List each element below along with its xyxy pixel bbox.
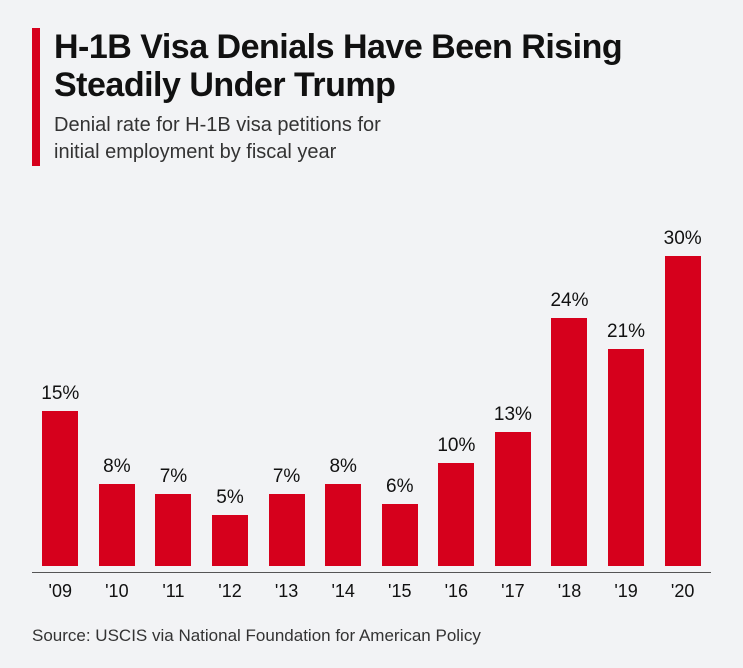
bar-col: 5%: [202, 487, 259, 567]
bar-rect: [495, 432, 531, 566]
bar-value-label: 10%: [437, 435, 475, 457]
axis-tick-line: [202, 572, 259, 573]
axis-tick-line: [89, 572, 146, 573]
axis-cell: '16: [428, 572, 485, 602]
axis-tick-line: [485, 572, 542, 573]
bar-rect: [99, 484, 135, 567]
axis-cell: '19: [598, 572, 655, 602]
bar-col: 7%: [258, 466, 315, 566]
axis-cell: '17: [485, 572, 542, 602]
axis-label: '19: [614, 581, 637, 602]
axis-cell: '18: [541, 572, 598, 602]
chart-area: 15% 8% 7% 5% 7% 8% 6% 10% 13% 24% 21% 30% '09 '10 '11…: [32, 222, 711, 602]
axis-label: '20: [671, 581, 694, 602]
bar-col: 15%: [32, 383, 89, 566]
axis-cell: '13: [258, 572, 315, 602]
bar-col: 7%: [145, 466, 202, 566]
bar-rect: [269, 494, 305, 566]
axis-label: '18: [558, 581, 581, 602]
bar-value-label: 21%: [607, 321, 645, 343]
bar-value-label: 24%: [550, 290, 588, 312]
bar-rect: [438, 463, 474, 566]
axis-label: '09: [49, 581, 72, 602]
bar-rect: [665, 256, 701, 566]
bar-col: 8%: [315, 456, 372, 567]
header: H-1B Visa Denials Have Been Rising Stead…: [32, 28, 711, 166]
axis-tick-line: [371, 572, 428, 573]
bar-col: 21%: [598, 321, 655, 566]
bar-value-label: 7%: [160, 466, 187, 488]
bar-rect: [551, 318, 587, 566]
bar-rect: [325, 484, 361, 567]
axis-label: '15: [388, 581, 411, 602]
axis-tick-line: [428, 572, 485, 573]
axis-tick-line: [654, 572, 711, 573]
bar-value-label: 6%: [386, 476, 413, 498]
bar-rect: [608, 349, 644, 566]
subtitle-line-1: Denial rate for H-1B visa petitions for: [54, 114, 381, 136]
axis-tick-line: [315, 572, 372, 573]
bar-col: 6%: [371, 476, 428, 566]
axis-cell: '12: [202, 572, 259, 602]
bars-row: 15% 8% 7% 5% 7% 8% 6% 10% 13% 24% 21% 30%: [32, 228, 711, 566]
axis-tick-line: [32, 572, 89, 573]
bar-value-label: 15%: [41, 383, 79, 405]
subtitle-line-2: initial employment by fiscal year: [54, 141, 336, 163]
bar-col: 24%: [541, 290, 598, 566]
axis-cell: '09: [32, 572, 89, 602]
axis-tick-line: [598, 572, 655, 573]
axis-label: '12: [218, 581, 241, 602]
axis-row: '09 '10 '11 '12 '13 '14 '15 '16 '17 '18 '19 '20: [32, 572, 711, 602]
axis-cell: '10: [89, 572, 146, 602]
chart-subtitle: Denial rate for H-1B visa petitions for …: [54, 112, 711, 166]
bar-col: 13%: [485, 404, 542, 566]
bar-value-label: 8%: [329, 456, 356, 478]
bar-value-label: 8%: [103, 456, 130, 478]
bar-col: 30%: [654, 228, 711, 566]
bar-rect: [212, 515, 248, 567]
chart-card: H-1B Visa Denials Have Been Rising Stead…: [0, 0, 743, 668]
bar-value-label: 7%: [273, 466, 300, 488]
axis-cell: '20: [654, 572, 711, 602]
bar-rect: [155, 494, 191, 566]
axis-tick-line: [145, 572, 202, 573]
chart-title: H-1B Visa Denials Have Been Rising Stead…: [54, 28, 711, 104]
bar-rect: [42, 411, 78, 566]
bar-value-label: 30%: [664, 228, 702, 250]
axis-label: '10: [105, 581, 128, 602]
title-block: H-1B Visa Denials Have Been Rising Stead…: [54, 28, 711, 166]
bar-value-label: 13%: [494, 404, 532, 426]
bar-value-label: 5%: [216, 487, 243, 509]
axis-label: '11: [162, 581, 184, 602]
accent-bar: [32, 28, 40, 166]
axis-label: '16: [445, 581, 468, 602]
axis-tick-line: [541, 572, 598, 573]
source-text: Source: USCIS via National Foundation fo…: [32, 626, 711, 646]
axis-cell: '15: [371, 572, 428, 602]
bar-rect: [382, 504, 418, 566]
axis-cell: '14: [315, 572, 372, 602]
bar-col: 10%: [428, 435, 485, 566]
axis-label: '13: [275, 581, 298, 602]
axis-cell: '11: [145, 572, 202, 602]
axis-label: '17: [501, 581, 524, 602]
axis-tick-line: [258, 572, 315, 573]
bar-col: 8%: [89, 456, 146, 567]
axis-label: '14: [331, 581, 354, 602]
